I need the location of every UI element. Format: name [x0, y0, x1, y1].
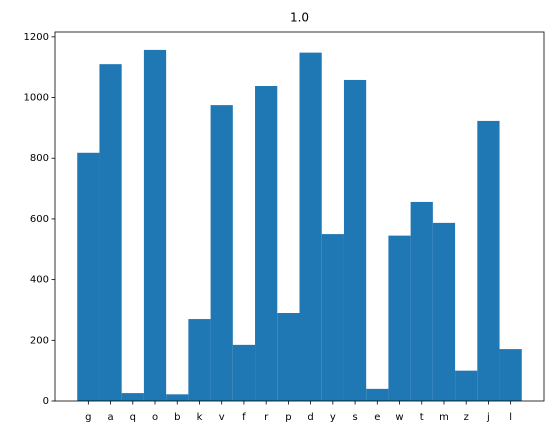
x-tick-label: e: [374, 412, 380, 423]
x-tick-label: q: [130, 412, 136, 423]
y-tick-label: 400: [30, 275, 49, 286]
x-tick-label: d: [307, 412, 313, 423]
bar: [343, 79, 367, 401]
y-tick-label: 800: [30, 153, 49, 164]
x-tick-label: r: [264, 412, 269, 423]
bar: [121, 393, 144, 401]
bar: [277, 312, 300, 401]
x-tick-label: w: [395, 412, 403, 423]
x-tick-label: j: [486, 412, 490, 423]
plot-area: [77, 49, 522, 402]
bar: [299, 52, 322, 402]
bar: [499, 349, 522, 401]
bar: [455, 370, 478, 401]
y-tick-label: 1000: [24, 93, 49, 104]
y-tick-label: 600: [30, 214, 49, 225]
bar: [477, 120, 500, 401]
x-tick-label: v: [219, 412, 225, 423]
x-tick-label: t: [420, 412, 424, 423]
bar: [77, 152, 100, 401]
x-tick-label: s: [352, 412, 357, 423]
x-tick-label: k: [197, 412, 203, 423]
x-tick-label: l: [509, 412, 512, 423]
x-tick-label: b: [174, 412, 180, 423]
x-tick-label: a: [107, 412, 113, 423]
bar: [99, 64, 122, 402]
bar: [432, 222, 456, 401]
x-tick-label: o: [152, 412, 158, 423]
bar: [210, 105, 233, 402]
bar: [321, 234, 344, 401]
y-tick-label: 200: [30, 335, 49, 346]
bar: [232, 344, 256, 401]
bar: [188, 319, 211, 401]
x-tick-label: z: [464, 412, 469, 423]
bar: [255, 86, 278, 401]
axes-frame: [54, 31, 545, 402]
x-tick-label: f: [242, 412, 246, 423]
chart-title: 1.0: [290, 11, 309, 25]
bar: [410, 201, 433, 401]
bar: [388, 235, 411, 401]
bar: [166, 394, 189, 401]
y-tick-label: 0: [43, 396, 49, 407]
bar: [366, 388, 389, 401]
x-tick-label: g: [85, 412, 91, 423]
x-tick-label: y: [330, 412, 336, 423]
bar: [143, 49, 167, 402]
x-tick-label: m: [439, 412, 449, 423]
y-tick-label: 1200: [24, 32, 49, 43]
x-tick-label: p: [285, 412, 291, 423]
